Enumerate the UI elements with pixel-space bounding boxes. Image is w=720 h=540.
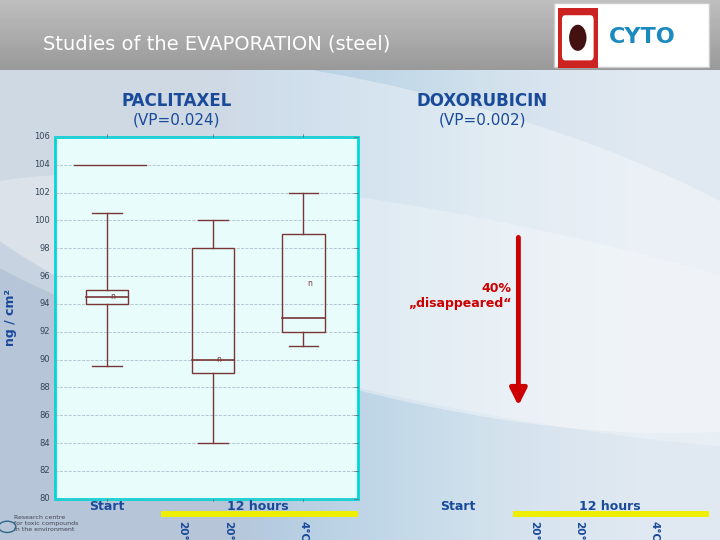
Text: Start: Start	[89, 500, 125, 512]
Text: 96: 96	[39, 272, 50, 281]
Ellipse shape	[0, 174, 720, 452]
Text: 20°C/closed: 20°C/closed	[574, 521, 584, 540]
Bar	[55, 137, 358, 498]
Text: PACLITAXEL: PACLITAXEL	[121, 92, 232, 110]
Text: 20°C: 20°C	[177, 521, 187, 540]
Bar	[554, 3, 709, 68]
Bar	[513, 511, 709, 517]
Text: 98: 98	[39, 244, 50, 253]
Text: 90: 90	[39, 355, 50, 364]
Bar	[282, 234, 325, 332]
Text: Research centre
for toxic compounds
in the environment: Research centre for toxic compounds in t…	[14, 515, 78, 531]
FancyBboxPatch shape	[555, 6, 600, 70]
Text: 94: 94	[39, 299, 50, 308]
Text: 4°C/closed: 4°C/closed	[298, 521, 308, 540]
Text: 102: 102	[34, 188, 50, 197]
Text: 12 hours: 12 hours	[579, 500, 640, 512]
Text: 88: 88	[39, 383, 50, 392]
Text: n: n	[216, 355, 221, 364]
Text: (VP=0.024): (VP=0.024)	[132, 112, 220, 127]
FancyBboxPatch shape	[562, 15, 593, 60]
Text: (VP=0.002): (VP=0.002)	[438, 112, 526, 127]
Text: 84: 84	[39, 438, 50, 448]
Bar	[192, 248, 234, 374]
Text: 40%
„disappeared“: 40% „disappeared“	[408, 282, 511, 310]
Text: 100: 100	[34, 216, 50, 225]
Ellipse shape	[0, 53, 720, 433]
Text: Start: Start	[441, 500, 476, 512]
Text: CYTO: CYTO	[608, 26, 675, 46]
Text: n: n	[110, 293, 115, 301]
Text: ng / cm²: ng / cm²	[4, 289, 17, 346]
Text: n: n	[307, 279, 312, 287]
Text: DOXORUBICIN: DOXORUBICIN	[417, 92, 548, 110]
Text: Studies of the EVAPORATION (steel): Studies of the EVAPORATION (steel)	[43, 34, 390, 53]
Text: 92: 92	[39, 327, 50, 336]
Text: 106: 106	[34, 132, 50, 141]
Circle shape	[569, 25, 587, 51]
Text: 4°C/closed: 4°C/closed	[649, 521, 660, 540]
Text: 80: 80	[39, 494, 50, 503]
Text: 20°C/closed: 20°C/closed	[222, 521, 233, 540]
Bar	[86, 290, 128, 304]
Text: 82: 82	[39, 467, 50, 475]
Text: 12 hours: 12 hours	[228, 500, 289, 512]
Text: 86: 86	[39, 411, 50, 420]
Text: 20°C: 20°C	[528, 521, 539, 540]
Text: 104: 104	[34, 160, 50, 169]
Bar	[161, 511, 358, 517]
